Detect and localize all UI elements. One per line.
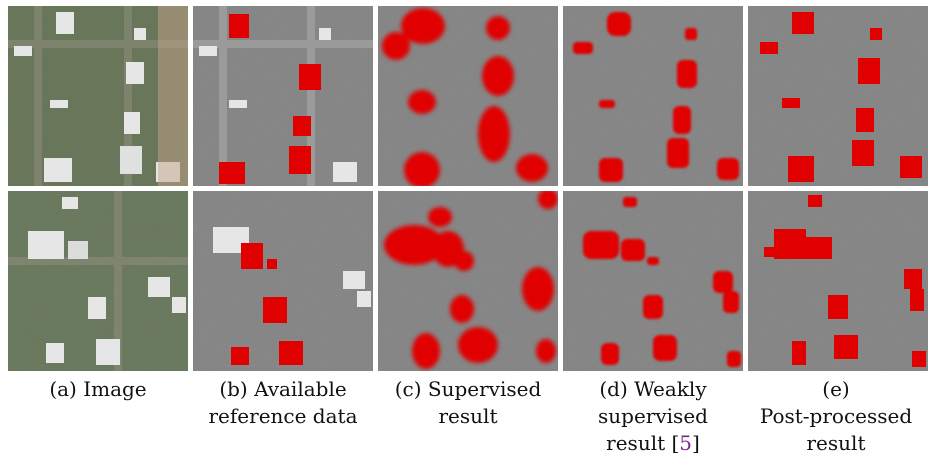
reference-tile-row1 — [193, 6, 373, 186]
caption-d-tail: result [ — [606, 431, 680, 455]
reference-tile-row2 — [193, 191, 373, 371]
weak-tile-row1 — [563, 6, 743, 186]
caption-e: (e) Post-processed result — [743, 376, 929, 457]
caption-e-line3: result — [806, 431, 866, 455]
caption-b-line1: (b) Available — [219, 377, 347, 401]
image-tile-row2 — [8, 191, 188, 371]
caption-d-line3: result [5] — [560, 430, 746, 457]
caption-c: (c) Supervised result — [375, 376, 561, 430]
caption-d-line2: supervised — [598, 404, 708, 428]
caption-a: (a) Image — [5, 376, 191, 403]
supervised-tile-row1 — [378, 6, 558, 186]
postprocessed-tile-row2 — [748, 191, 928, 371]
caption-b-line2: reference data — [208, 404, 358, 428]
image-tile-row1 — [8, 6, 188, 186]
caption-a-line1: (a) Image — [49, 377, 147, 401]
supervised-tile-row2 — [378, 191, 558, 371]
caption-c-line2: result — [438, 404, 498, 428]
caption-e-line2: Post-processed — [759, 404, 913, 428]
weak-tile-row2 — [563, 191, 743, 371]
caption-d: (d) Weakly supervised result [5] — [560, 376, 746, 457]
caption-d-tail-end: ] — [692, 431, 700, 455]
postprocessed-tile-row1 — [748, 6, 928, 186]
caption-c-line1: (c) Supervised — [394, 377, 542, 401]
caption-e-line1: (e) — [822, 377, 850, 401]
citation-link[interactable]: 5 — [679, 431, 693, 455]
caption-b: (b) Available reference data — [190, 376, 376, 430]
caption-d-line1: (d) Weakly — [599, 377, 707, 401]
